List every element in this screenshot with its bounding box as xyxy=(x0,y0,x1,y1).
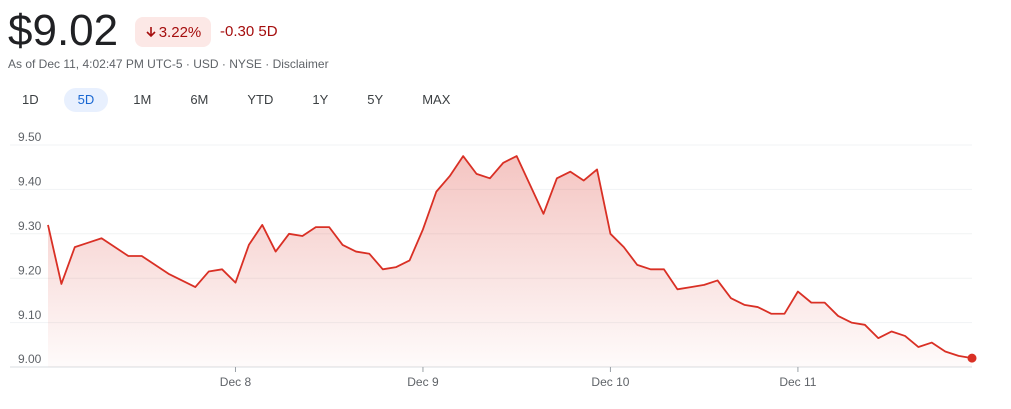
change-value: -0.30 xyxy=(220,23,255,40)
change-percent: 3.22% xyxy=(158,23,202,41)
disclaimer[interactable]: Disclaimer xyxy=(272,57,329,71)
last-point xyxy=(967,353,977,363)
y-tick-label: 9.40 xyxy=(18,175,42,189)
x-tick-label: Dec 8 xyxy=(220,375,252,389)
x-tick-label: Dec 9 xyxy=(407,375,439,389)
x-tick-label: Dec 10 xyxy=(591,375,629,389)
range-button[interactable]: 5D xyxy=(63,88,109,112)
price-line xyxy=(47,155,973,360)
change-period: 5D xyxy=(258,23,278,40)
range-button[interactable]: 1D xyxy=(22,92,39,107)
x-tick-label: Dec 11 xyxy=(779,375,816,389)
range-button[interactable]: MAX xyxy=(422,92,451,107)
range-button[interactable]: 1M xyxy=(133,92,152,107)
timestamp: As of Dec 11, 4:02:47 PM UTC-5 xyxy=(8,57,183,71)
range-button[interactable]: YTD xyxy=(247,92,274,107)
exchange: NYSE xyxy=(229,57,262,71)
y-tick-label: 9.00 xyxy=(18,352,42,366)
down-arrow xyxy=(146,27,156,38)
change: -0.30 5D xyxy=(220,23,278,40)
y-tick-label: 9.20 xyxy=(18,263,42,277)
range-selector: 1D 5D 1M 6M YTD 1Y 5Y MAX xyxy=(8,88,475,112)
range-button[interactable]: 5Y xyxy=(367,92,384,107)
as-of: As of Dec 11, 4:02:47 PM UTC-5 · USD · N… xyxy=(8,57,329,71)
range-button[interactable]: 1Y xyxy=(312,92,329,107)
price: $9.02 xyxy=(8,6,119,55)
y-tick-label: 9.10 xyxy=(18,308,42,322)
area xyxy=(48,156,972,367)
y-tick-label: 9.50 xyxy=(18,130,42,144)
range-button[interactable]: 6M xyxy=(190,92,209,107)
currency: USD xyxy=(193,57,219,71)
y-tick-label: 9.30 xyxy=(18,219,42,233)
change-badge: 3.22% xyxy=(135,17,211,47)
